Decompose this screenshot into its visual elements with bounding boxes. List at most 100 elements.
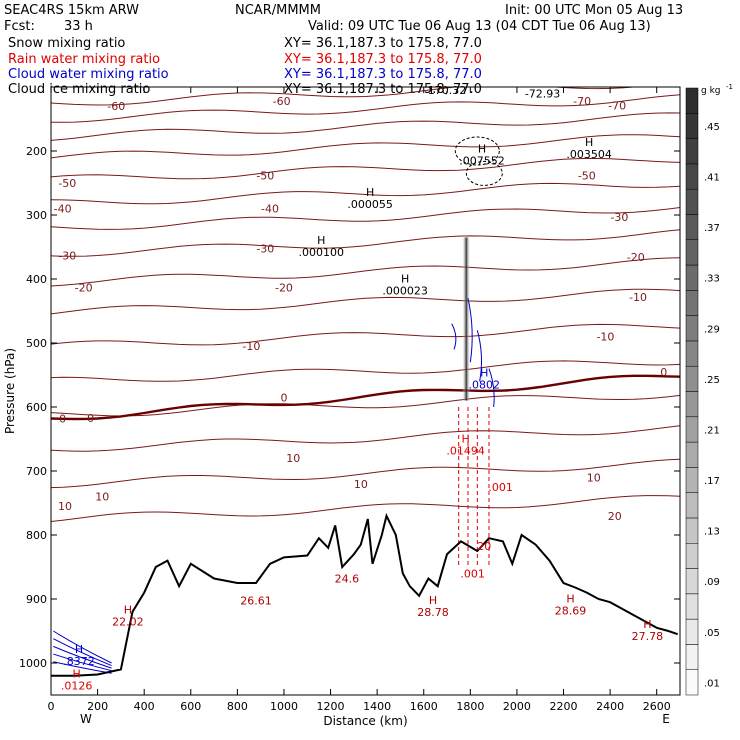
extremum-value: 28.78 [417,606,449,619]
top-value-label: -72.93 [525,87,560,100]
init-time: Init: 00 UTC Mon 05 Aug 13 [505,3,683,18]
extremum-value: .000100 [298,246,344,259]
isotherm-label: -70 [573,95,591,108]
colorbar-label: .33 [704,274,720,285]
extremum-value: .0126 [61,679,93,692]
cloud-ice-contour [465,160,503,186]
y-tick-label: 200 [26,145,47,158]
x-tick-label: 2600 [643,700,671,713]
extremum-value: .007552 [459,155,505,168]
forecast-hours: 33 h [64,19,93,34]
isotherm-label: -40 [261,203,279,216]
isotherm-label: 0 [59,413,66,426]
isotherm-label: -20 [627,251,645,264]
colorbar-label: .45 [704,122,720,133]
extremum-mark: H [401,273,409,286]
colorbar-segment [685,669,699,696]
extremum-mark: H [366,186,374,199]
extremum-value: .000055 [347,198,393,211]
terrain-line [51,512,679,677]
field-name-cloud-ice: Cloud ice mixing ratio [8,82,150,97]
extremum-mark: H [124,603,132,616]
x-tick-label: 0 [48,700,55,713]
isotherm-label: 0 [660,366,667,379]
colorbar-segment [685,467,699,493]
colorbar-unit-exponent: -1 [726,83,733,91]
colorbar-label: .17 [704,476,720,487]
colorbar-label: .25 [704,375,720,386]
isotherm-line [51,182,680,205]
isotherm-label: 10 [354,478,368,491]
field-name-rain: Rain water mixing ratio [8,52,160,67]
colorbar-label: .05 [704,628,720,639]
colorbar-segment [685,113,699,139]
extremum-value: 24.6 [335,573,360,586]
x-tick-label: 1400 [363,700,391,713]
colorbar-segment [685,163,699,190]
y-axis-label: Pressure (hPa) [3,348,17,434]
x-tick-label: 1200 [317,700,345,713]
extremum-value: .001 [488,481,513,494]
extremum-value: 27.78 [632,630,664,643]
colorbar-label: .13 [704,527,720,538]
x-tick-label: 2000 [503,700,531,713]
extremum-mark: H [317,234,325,247]
field-xy-snow: XY= 36.1,187.3 to 175.8, 77.0 [284,36,482,51]
extremum-value: .8372 [63,655,95,668]
extremum-mark: H [585,136,593,149]
x-axis-label: Distance (km) [323,714,407,728]
isotherm-line [51,207,680,230]
colorbar-segment [685,87,699,114]
isotherm-label: 10 [58,500,72,513]
cloud-water-contour [488,368,495,408]
colorbar-segment [685,441,699,468]
isotherm-line [51,323,680,346]
cloud-water-contour [53,645,112,669]
x-tick-label: 600 [180,700,201,713]
colorbar-segment [685,239,699,266]
isotherm-line [51,495,680,522]
colorbar-segment [685,568,699,595]
isotherm-label: -10 [629,291,647,304]
isotherm-label: -30 [610,211,628,224]
extremum-value: .01494 [446,445,485,458]
isotherm-label: -20 [275,281,293,294]
colorbar-segment [685,391,699,418]
isotherm-label: -50 [256,169,274,182]
field-xy-cloud-ice: XY= 36.1,187.3 to 175.8, 77.0 [284,82,482,97]
isotherm-line [51,360,680,382]
isotherm-line [51,134,680,159]
colorbar-segment [685,214,699,240]
colorbar-segment [685,340,699,367]
colorbar-label: .29 [704,324,720,335]
isotherm-line [51,458,680,489]
colorbar-segment [685,264,699,291]
cloud-water-contour [467,298,473,363]
colorbar-segment [685,416,699,443]
isotherm-label: -50 [58,177,76,190]
colorbar-label: .37 [704,223,720,234]
colorbar-segment [685,138,699,165]
y-tick-label: 500 [26,337,47,350]
west-label: W [80,712,92,726]
extremum-mark: H [566,593,574,606]
extremum-value: 22.02 [112,615,144,628]
isotherm-line [51,288,680,315]
colorbar-segment [685,188,699,215]
colorbar-segment [685,517,699,544]
colorbar-segment [685,492,699,519]
x-tick-label: 1800 [456,700,484,713]
y-tick-label: 400 [26,273,47,286]
extremum-mark: H [462,433,470,446]
isotherm-label: 0 [280,391,287,404]
colorbar-segment [685,290,699,316]
colorbar-segment [685,618,699,645]
colorbar-label: .09 [704,577,720,588]
field-xy-rain: XY= 36.1,187.3 to 175.8, 77.0 [284,52,482,67]
y-tick-label: 900 [26,593,47,606]
colorbar-unit: g kg [701,86,721,96]
extremum-mark: H [478,143,486,156]
x-tick-label: 2200 [550,700,578,713]
x-tick-label: 2400 [596,700,624,713]
